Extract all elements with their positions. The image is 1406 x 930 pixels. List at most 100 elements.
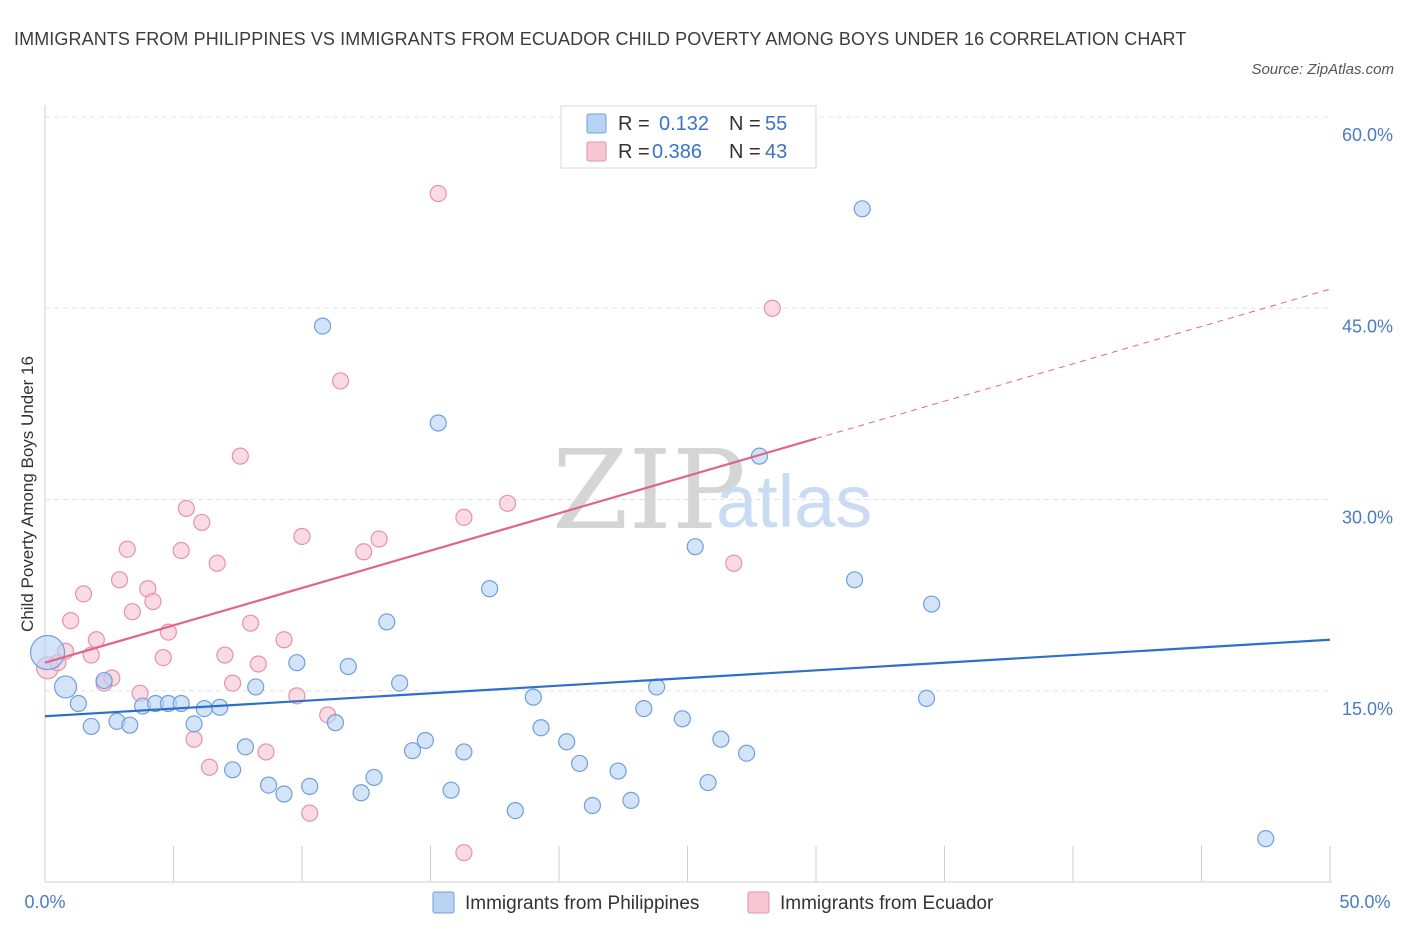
point-ecuador-38: [455, 508, 473, 526]
point-philippines-13: [211, 698, 229, 716]
point-ecuador-37: [429, 184, 447, 203]
point-ecuador-3: [62, 612, 80, 630]
point-ecuador-31: [293, 527, 311, 546]
bottom-legend-label-philippines: Immigrants from Philippines: [465, 893, 699, 914]
legend-r-label-ecuador: R =: [618, 141, 650, 163]
point-philippines-51: [853, 200, 871, 218]
point-ecuador-32: [301, 804, 319, 822]
point-philippines-20: [301, 777, 319, 795]
point-philippines-39: [583, 796, 602, 815]
point-ecuador-25: [231, 447, 249, 465]
watermark-atlas: atlas: [716, 460, 872, 543]
point-ecuador-27: [249, 655, 267, 673]
point-philippines-1: [53, 675, 78, 699]
x-axis-ticks: [44, 846, 1331, 882]
point-ecuador-18: [177, 499, 195, 518]
legend-n-label-philippines: N =: [729, 113, 761, 135]
point-ecuador-22: [208, 554, 226, 572]
legend-n-label-ecuador: N =: [729, 141, 761, 163]
point-philippines-40: [609, 762, 627, 780]
point-philippines-4: [95, 671, 113, 690]
point-ecuador-28: [257, 743, 275, 761]
trend-lines: [44, 288, 1331, 718]
point-philippines-53: [923, 595, 941, 613]
point-philippines-31: [442, 781, 460, 799]
bottom-legend-label-ecuador: Immigrants from Ecuador: [780, 893, 994, 914]
point-philippines-47: [712, 730, 730, 748]
point-ecuador-29: [275, 631, 293, 649]
x-tick-label-max: 50.0%: [1339, 892, 1390, 912]
point-ecuador-34: [331, 372, 350, 390]
grid-lines: [45, 116, 1330, 692]
point-ecuador-30: [288, 687, 306, 705]
y-tick-label-45: 45.0%: [1342, 316, 1393, 336]
bottom-legend-swatch-ecuador: [747, 891, 770, 914]
point-philippines-15: [236, 738, 255, 756]
point-ecuador-17: [172, 541, 190, 560]
chart-title: IMMIGRANTS FROM PHILIPPINES VS IMMIGRANT…: [14, 29, 1187, 49]
point-philippines-54: [1257, 830, 1275, 848]
point-ecuador-19: [185, 730, 203, 748]
point-ecuador-14: [144, 592, 162, 611]
point-philippines-45: [686, 538, 704, 556]
point-philippines-18: [275, 785, 293, 803]
point-ecuador-26: [242, 614, 260, 632]
point-ecuador-20: [193, 513, 211, 532]
legend-r-value-ecuador: 0.386: [652, 141, 702, 163]
point-philippines-3: [82, 717, 100, 736]
point-philippines-12: [195, 699, 213, 718]
point-philippines-44: [673, 710, 691, 728]
point-philippines-49: [750, 447, 769, 465]
point-philippines-16: [247, 678, 265, 696]
y-tick-label-60: 60.0%: [1342, 125, 1393, 145]
point-philippines-22: [326, 714, 345, 732]
point-philippines-21: [313, 317, 332, 335]
legend-swatch-philippines: [586, 113, 607, 134]
series-philippines-points: [29, 200, 1275, 848]
point-philippines-14: [224, 761, 242, 779]
point-philippines-34: [506, 801, 524, 820]
trend-line-ecuador: [44, 437, 817, 664]
y-axis-tick-labels: 15.0% 30.0% 45.0% 60.0%: [1342, 125, 1393, 719]
point-philippines-38: [570, 754, 589, 773]
legend-swatch-ecuador: [586, 141, 607, 162]
x-tick-label-min: 0.0%: [24, 892, 65, 912]
point-ecuador-11: [123, 603, 141, 621]
point-ecuador-21: [200, 758, 219, 776]
point-ecuador-23: [216, 646, 234, 664]
legend-r-label-philippines: R =: [618, 113, 650, 135]
point-philippines-37: [558, 733, 576, 751]
point-ecuador-4: [74, 585, 93, 603]
point-ecuador-39: [455, 844, 473, 862]
point-philippines-41: [622, 791, 640, 810]
point-philippines-28: [403, 742, 422, 760]
y-axis-label: Child Poverty Among Boys Under 16: [18, 356, 37, 632]
point-philippines-2: [69, 694, 88, 713]
y-tick-label-30: 30.0%: [1342, 508, 1393, 528]
watermark: ZIP atlas: [552, 426, 872, 554]
correlation-legend: R = 0.132 N = 55 R = 0.386 N = 43: [560, 105, 817, 169]
point-philippines-27: [391, 674, 409, 692]
point-ecuador-35: [355, 543, 373, 561]
watermark-zip: ZIP: [552, 426, 746, 554]
point-philippines-48: [738, 744, 756, 762]
legend-n-value-ecuador: 43: [765, 141, 787, 163]
legend-n-value-philippines: 55: [765, 113, 787, 135]
point-ecuador-24: [224, 674, 242, 692]
point-ecuador-41: [725, 554, 743, 572]
trend-line-philippines: [44, 638, 1331, 718]
y-tick-label-15: 15.0%: [1342, 699, 1393, 719]
point-philippines-33: [481, 580, 499, 598]
point-ecuador-15: [154, 648, 172, 667]
point-philippines-24: [352, 784, 370, 802]
point-ecuador-40: [499, 494, 517, 512]
axes: [44, 105, 1332, 883]
point-philippines-43: [648, 678, 666, 696]
point-philippines-32: [455, 743, 473, 761]
point-ecuador-10: [118, 540, 136, 558]
point-philippines-50: [845, 571, 864, 589]
point-philippines-26: [378, 613, 396, 631]
point-philippines-52: [917, 689, 936, 708]
point-philippines-46: [699, 773, 717, 792]
